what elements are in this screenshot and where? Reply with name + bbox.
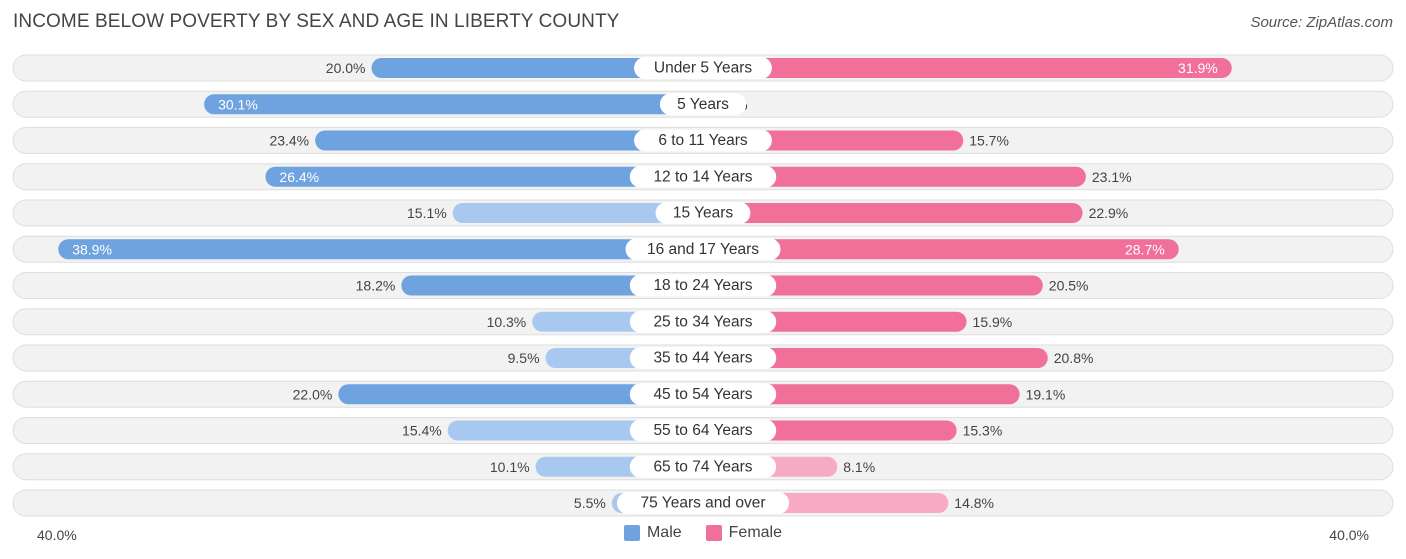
value-female-15-years: 22.9% xyxy=(1089,205,1129,221)
category-pill-12-to-14-years xyxy=(629,165,777,188)
category-pill-55-to-64-years xyxy=(629,419,777,442)
value-male-15-years: 15.1% xyxy=(407,205,447,221)
value-male-18-to-24-years: 18.2% xyxy=(356,278,396,294)
category-label-75-years-and-over: 75 Years and over xyxy=(641,495,766,512)
source-label: Source: ZipAtlas.com xyxy=(1250,14,1393,31)
bar-male-5-years xyxy=(204,94,703,115)
bar-female-16-and-17-years xyxy=(703,239,1179,260)
category-pill-5-years xyxy=(659,93,747,116)
category-pill-18-to-24-years xyxy=(629,274,777,297)
axis-left-label: 40.0% xyxy=(37,527,77,543)
category-pill-25-to-34-years xyxy=(629,310,777,333)
bar-male-15-years xyxy=(452,203,703,223)
category-label-55-to-64-years: 55 to 64 Years xyxy=(653,422,752,439)
axis-right-label: 40.0% xyxy=(1329,527,1369,543)
category-pill-35-to-44-years xyxy=(629,347,777,369)
category-pill-under-5-years xyxy=(634,57,772,79)
category-label-25-to-34-years: 25 to 34 Years xyxy=(653,313,752,330)
value-female-55-to-64-years: 15.3% xyxy=(963,423,1003,439)
value-female-12-to-14-years: 23.1% xyxy=(1092,169,1132,185)
value-male-25-to-34-years: 10.3% xyxy=(487,314,527,330)
legend: Male Female xyxy=(0,524,1406,542)
category-label-12-to-14-years: 12 to 14 Years xyxy=(653,168,752,185)
category-pill-75-years-and-over xyxy=(616,492,790,514)
value-male-45-to-54-years: 22.0% xyxy=(293,386,333,402)
value-female-18-to-24-years: 20.5% xyxy=(1049,278,1089,294)
category-label-5-years: 5 Years xyxy=(677,96,729,113)
value-female-25-to-34-years: 15.9% xyxy=(973,314,1013,330)
category-pill-6-to-11-years xyxy=(634,129,772,152)
category-label-35-to-44-years: 35 to 44 Years xyxy=(653,350,752,367)
value-male-under-5-years: 20.0% xyxy=(326,60,366,76)
value-female-35-to-44-years: 20.8% xyxy=(1054,350,1094,366)
value-female-65-to-74-years: 8.1% xyxy=(843,459,875,475)
value-male-12-to-14-years: 26.4% xyxy=(279,169,319,185)
bar-male-18-to-24-years xyxy=(401,275,703,296)
legend-label-female: Female xyxy=(728,524,783,541)
category-pill-16-and-17-years xyxy=(625,238,781,261)
category-label-under-5-years: Under 5 Years xyxy=(654,60,752,77)
bar-female-18-to-24-years xyxy=(703,275,1043,296)
category-label-16-and-17-years: 16 and 17 Years xyxy=(647,241,759,258)
category-pill-45-to-54-years xyxy=(629,383,777,406)
value-female-6-to-11-years: 15.7% xyxy=(969,133,1009,149)
value-female-under-5-years: 31.9% xyxy=(1178,60,1218,76)
value-male-35-to-44-years: 9.5% xyxy=(508,350,540,366)
value-male-16-and-17-years: 38.9% xyxy=(72,241,112,257)
bar-male-6-to-11-years xyxy=(315,130,703,151)
bar-female-under-5-years xyxy=(703,58,1232,78)
bar-male-12-to-14-years xyxy=(265,166,703,187)
bar-female-45-to-54-years xyxy=(703,384,1020,405)
value-female-45-to-54-years: 19.1% xyxy=(1026,386,1066,402)
legend-label-male: Male xyxy=(646,524,682,541)
value-female-16-and-17-years: 28.7% xyxy=(1125,241,1165,257)
category-pill-15-years xyxy=(655,202,751,224)
legend-item-male[interactable]: Male xyxy=(623,524,682,542)
value-male-5-years: 30.1% xyxy=(218,96,258,112)
bar-female-12-to-14-years xyxy=(703,166,1086,187)
bar-female-15-years xyxy=(703,203,1083,223)
category-label-45-to-54-years: 45 to 54 Years xyxy=(653,386,752,403)
category-label-65-to-74-years: 65 to 74 Years xyxy=(653,458,752,475)
value-male-65-to-74-years: 10.1% xyxy=(490,459,530,475)
chart-title: INCOME BELOW POVERTY BY SEX AND AGE IN L… xyxy=(13,11,620,32)
bar-male-16-and-17-years xyxy=(58,239,704,260)
value-female-75-years-and-over: 14.8% xyxy=(954,495,994,511)
category-pill-65-to-74-years xyxy=(629,455,777,478)
category-label-15-years: 15 Years xyxy=(673,205,734,222)
value-male-75-years-and-over: 5.5% xyxy=(574,495,606,511)
legend-swatch-female xyxy=(705,525,722,541)
bar-female-35-to-44-years xyxy=(703,348,1048,368)
bar-male-under-5-years xyxy=(371,58,703,78)
bar-male-45-to-54-years xyxy=(338,384,703,405)
legend-swatch-male xyxy=(623,525,640,541)
category-label-6-to-11-years: 6 to 11 Years xyxy=(658,132,748,149)
legend-item-female[interactable]: Female xyxy=(705,524,783,542)
value-male-6-to-11-years: 23.4% xyxy=(269,133,309,149)
category-label-18-to-24-years: 18 to 24 Years xyxy=(653,277,752,294)
value-male-55-to-64-years: 15.4% xyxy=(402,423,442,439)
